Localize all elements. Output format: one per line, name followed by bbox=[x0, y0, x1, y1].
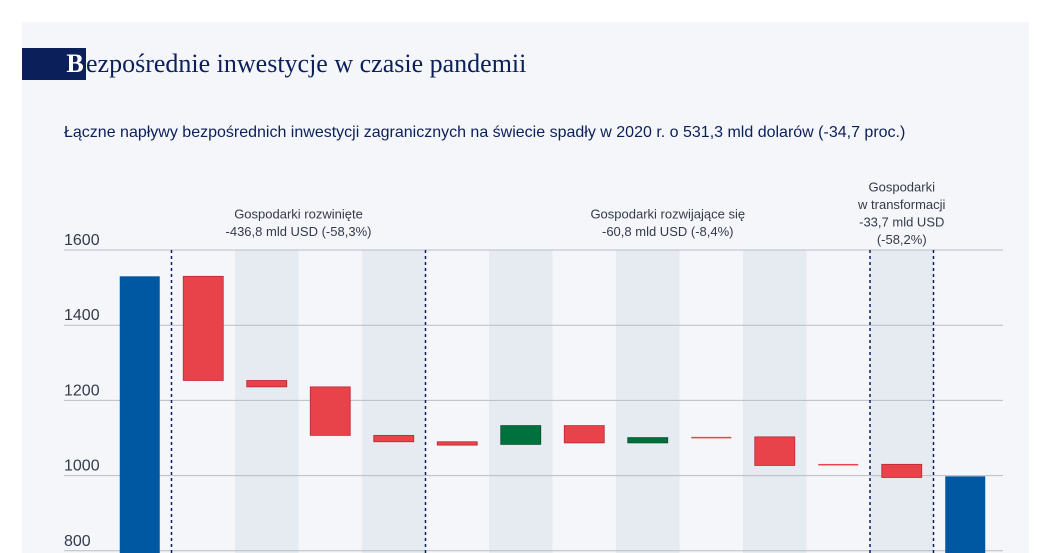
decrease-bar bbox=[691, 436, 732, 439]
group-label: -60,8 mld USD (-8,4%) bbox=[602, 224, 733, 239]
title-bar: B ezpośrednie inwestycje w czasie pandem… bbox=[22, 48, 526, 80]
chart-title: ezpośrednie inwestycje w czasie pandemii bbox=[86, 49, 527, 78]
group-label: -33,7 mld USD bbox=[859, 215, 944, 230]
column-band bbox=[616, 250, 680, 553]
group-label: w transformacji bbox=[857, 197, 946, 212]
decrease-bar bbox=[563, 425, 605, 444]
column-band bbox=[362, 250, 426, 553]
increase-bar bbox=[627, 437, 669, 444]
decrease-bar bbox=[309, 386, 351, 436]
group-label: (-58,2%) bbox=[877, 232, 927, 247]
y-tick-label: 800 bbox=[64, 533, 91, 550]
y-tick-label: 1200 bbox=[64, 382, 100, 399]
decrease-bar bbox=[881, 463, 923, 478]
increase-bar bbox=[500, 425, 542, 445]
decrease-bar bbox=[373, 434, 415, 443]
decrease-bar bbox=[182, 275, 224, 381]
group-label: -436,8 mld USD (-58,3%) bbox=[226, 224, 372, 239]
decrease-bar bbox=[818, 463, 859, 466]
y-tick-label: 1600 bbox=[64, 232, 100, 249]
column-band bbox=[743, 250, 807, 553]
group-label: Gospodarki rozwinięte bbox=[234, 207, 363, 222]
y-tick-label: 1000 bbox=[64, 458, 100, 475]
title-accent-block: B bbox=[22, 48, 86, 80]
group-label: Gospodarki rozwijające się bbox=[590, 207, 745, 222]
total-bar bbox=[119, 276, 160, 553]
decrease-bar bbox=[754, 436, 796, 466]
title-initial: B bbox=[66, 49, 84, 78]
total-bar bbox=[945, 476, 986, 553]
decrease-bar bbox=[436, 441, 478, 446]
y-tick-label: 1400 bbox=[64, 307, 100, 324]
chart-subtitle: Łączne napływy bezpośrednich inwestycji … bbox=[64, 124, 906, 141]
column-band bbox=[870, 250, 934, 553]
column-band bbox=[489, 250, 553, 553]
decrease-bar bbox=[246, 380, 288, 388]
group-label: Gospodarki bbox=[869, 180, 936, 195]
column-band bbox=[235, 250, 299, 553]
